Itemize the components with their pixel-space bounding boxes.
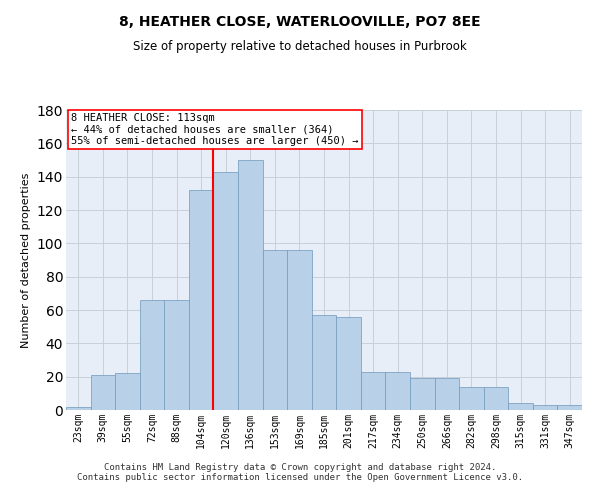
Bar	[287, 250, 312, 410]
Y-axis label: Number of detached properties: Number of detached properties	[21, 172, 31, 348]
Text: Contains HM Land Registry data © Crown copyright and database right 2024.
Contai: Contains HM Land Registry data © Crown c…	[77, 463, 523, 482]
Bar	[434, 378, 459, 410]
Bar	[263, 250, 287, 410]
Bar	[312, 315, 336, 410]
Bar	[91, 375, 115, 410]
Text: 8 HEATHER CLOSE: 113sqm
← 44% of detached houses are smaller (364)
55% of semi-d: 8 HEATHER CLOSE: 113sqm ← 44% of detache…	[71, 113, 359, 146]
Bar	[140, 300, 164, 410]
Bar	[385, 372, 410, 410]
Bar	[214, 172, 238, 410]
Text: Size of property relative to detached houses in Purbrook: Size of property relative to detached ho…	[133, 40, 467, 53]
Bar	[164, 300, 189, 410]
Bar	[66, 406, 91, 410]
Bar	[533, 405, 557, 410]
Bar	[484, 386, 508, 410]
Bar	[361, 372, 385, 410]
Bar	[238, 160, 263, 410]
Bar	[459, 386, 484, 410]
Bar	[336, 316, 361, 410]
Text: 8, HEATHER CLOSE, WATERLOOVILLE, PO7 8EE: 8, HEATHER CLOSE, WATERLOOVILLE, PO7 8EE	[119, 15, 481, 29]
Bar	[115, 374, 140, 410]
Bar	[508, 404, 533, 410]
Bar	[410, 378, 434, 410]
Bar	[557, 405, 582, 410]
Bar	[189, 190, 214, 410]
